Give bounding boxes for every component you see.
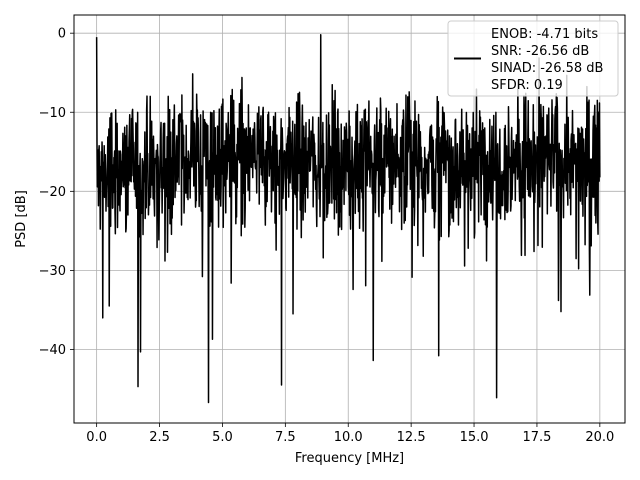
y-tick-label: 0 [58, 27, 66, 42]
series-layer [95, 34, 601, 404]
x-tick-label: 0.0 [86, 430, 107, 445]
x-tick-label: 2.5 [149, 430, 170, 445]
legend-enob: ENOB: -4.71 bits [491, 27, 598, 42]
legend-frame [447, 20, 619, 97]
x-tick-label: 12.5 [397, 430, 426, 445]
y-axis-label: PSD [dB] [14, 190, 29, 248]
x-tick-label: 7.5 [275, 430, 296, 445]
y-tick-label: −20 [39, 185, 66, 200]
y-tick-label: −30 [39, 264, 66, 279]
plot-frame [73, 14, 626, 424]
y-tick-label: −10 [39, 106, 66, 121]
x-tick-label: 17.5 [522, 430, 551, 445]
legend-sfdr: SFDR: 0.19 [491, 78, 563, 93]
legend-snr: SNR: -26.56 dB [491, 44, 589, 59]
x-tick-label: 5.0 [212, 430, 233, 445]
x-axis-label: Frequency [MHz] [295, 451, 404, 466]
psd-series-line [95, 34, 601, 404]
x-tick-label: 20.0 [585, 430, 614, 445]
y-tick-label: −40 [39, 343, 66, 358]
tick-layer: 0.0 2.5 5.0 7.5 10.0 12.5 15.0 17.5 20.0 0 −10 −20 −… [39, 27, 615, 445]
x-tick-label: 10.0 [334, 430, 363, 445]
x-tick-label: 15.0 [460, 430, 489, 445]
legend-sinad: SINAD: -26.58 dB [491, 61, 603, 76]
legend: ENOB: -4.71 bits SNR: -26.56 dB SINAD: -… [447, 20, 619, 97]
